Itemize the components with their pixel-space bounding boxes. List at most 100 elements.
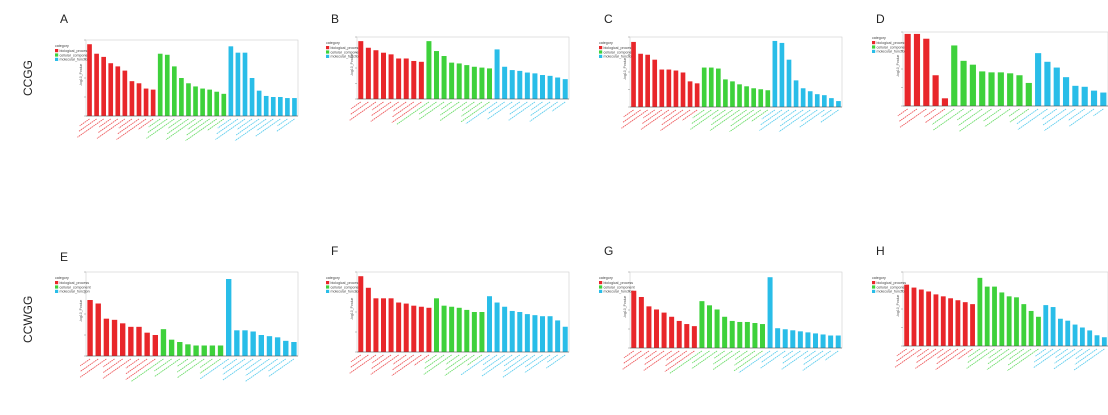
bar-d-cellular-component-7 xyxy=(1007,73,1014,106)
legend-label-biological-process: biological_process xyxy=(331,281,361,285)
legend-label-biological-process: biological_process xyxy=(877,41,907,45)
x-tick-label xyxy=(237,118,253,130)
bar-d-molecular-function-4 xyxy=(1062,77,1070,106)
bar-h-biological-process-1 xyxy=(904,284,910,346)
x-tick-label xyxy=(418,101,445,121)
x-tick-label xyxy=(623,350,642,364)
bar-a-molecular-function-6 xyxy=(263,95,269,116)
x-tick-label xyxy=(691,109,712,125)
bar-c-molecular-function-8 xyxy=(822,95,827,107)
x-tick-label xyxy=(245,358,270,376)
bar-f-biological-process-6 xyxy=(396,302,402,352)
panel-label-d: D xyxy=(876,12,885,26)
x-tick-label xyxy=(643,350,672,371)
legend-label-molecular-function: molecular_function xyxy=(60,58,90,62)
x-tick-label xyxy=(350,101,369,115)
bar-b-molecular-function-2 xyxy=(502,66,508,99)
bar-f-molecular-function-5 xyxy=(517,312,523,352)
bar-e-molecular-function-4 xyxy=(250,331,256,356)
bar-h-molecular-function-5 xyxy=(1072,324,1078,346)
bar-e-cellular-component-1 xyxy=(160,329,167,356)
bar-f-cellular-component-4 xyxy=(456,307,462,352)
x-tick-label xyxy=(508,101,536,121)
x-tick-label xyxy=(419,101,437,115)
x-tick-label xyxy=(245,358,262,371)
x-tick-label xyxy=(821,109,832,118)
x-tick-label xyxy=(392,101,407,112)
legend-swatch-molecular-function xyxy=(55,57,59,61)
panel-label-h: H xyxy=(876,244,885,258)
bar-e-molecular-function-7 xyxy=(274,337,281,356)
legend-title: category xyxy=(55,276,69,280)
x-tick-label xyxy=(235,118,260,136)
bar-a-cellular-component-6 xyxy=(193,86,198,116)
bar-h-molecular-function-9 xyxy=(1101,337,1107,346)
x-tick-label xyxy=(199,358,213,368)
x-tick-label xyxy=(932,108,964,131)
x-tick-label xyxy=(276,118,295,132)
bar-f-biological-process-10 xyxy=(426,307,432,352)
x-tick-label xyxy=(371,101,384,111)
x-tick-label xyxy=(268,358,287,372)
x-tick-label xyxy=(1008,348,1025,360)
chart-panel-g: -log10_Pvalue categorybiological_processc… xyxy=(599,271,843,374)
x-tick-label xyxy=(1007,348,1032,366)
bar-a-molecular-function-2 xyxy=(235,52,241,116)
x-tick-label xyxy=(371,101,392,117)
x-tick-label xyxy=(530,101,551,117)
x-tick-label xyxy=(371,354,392,370)
x-tick-label xyxy=(1073,348,1105,371)
legend-title: category xyxy=(872,276,886,280)
bar-f-cellular-component-1 xyxy=(434,298,439,352)
x-tick-label xyxy=(966,348,995,369)
bar-b-molecular-function-9 xyxy=(555,77,561,99)
bar-d-biological-process-1 xyxy=(904,33,911,106)
x-tick-label xyxy=(621,109,648,129)
bar-c-biological-process-3 xyxy=(645,54,650,107)
chart-panel-e: -log10_Pvalue categorybiological_processc… xyxy=(55,271,299,382)
bar-e-molecular-function-2 xyxy=(234,330,240,356)
x-tick-label xyxy=(662,109,677,120)
bar-d-cellular-component-8 xyxy=(1016,75,1023,106)
x-tick-label xyxy=(460,354,490,376)
bar-h-biological-process-9 xyxy=(962,302,968,346)
bar-g-cellular-component-5 xyxy=(729,320,735,348)
legend-swatch-biological-process xyxy=(599,46,603,50)
bar-g-molecular-function-5 xyxy=(797,331,803,348)
bar-e-cellular-component-3 xyxy=(177,342,183,356)
x-tick-label xyxy=(370,354,399,375)
legend-label-biological-process: biological_process xyxy=(604,281,634,285)
x-tick-label xyxy=(102,358,115,368)
bar-b-cellular-component-8 xyxy=(479,67,485,99)
x-tick-label xyxy=(168,118,182,129)
bar-b-biological-process-7 xyxy=(403,58,409,99)
x-tick-label xyxy=(392,354,407,365)
x-tick-label xyxy=(781,350,809,370)
bar-h-biological-process-10 xyxy=(970,304,975,346)
x-tick-label xyxy=(1054,348,1076,364)
bar-b-biological-process-9 xyxy=(418,61,424,99)
bar-h-cellular-component-8 xyxy=(1028,310,1034,346)
bar-d-molecular-function-8 xyxy=(1100,92,1107,106)
bar-c-molecular-function-5 xyxy=(800,88,806,107)
bar-c-molecular-function-10 xyxy=(836,101,841,107)
bar-f-cellular-component-6 xyxy=(471,312,477,352)
bar-h-molecular-function-8 xyxy=(1094,335,1100,346)
x-tick-label xyxy=(957,108,974,121)
bar-e-molecular-function-1 xyxy=(226,279,232,356)
bar-g-molecular-function-6 xyxy=(805,332,811,348)
x-tick-label xyxy=(1041,108,1058,120)
bar-e-cellular-component-7 xyxy=(209,345,216,356)
x-tick-label xyxy=(131,358,164,382)
y-axis-label: -log10_Pvalue xyxy=(79,300,83,322)
bar-g-cellular-component-7 xyxy=(744,321,750,348)
bar-a-cellular-component-2 xyxy=(164,54,170,116)
bar-h-molecular-function-3 xyxy=(1057,318,1063,346)
legend-swatch-cellular-component xyxy=(55,53,59,57)
x-tick-label xyxy=(1075,348,1090,360)
x-tick-label xyxy=(760,350,786,369)
bar-b-cellular-component-4 xyxy=(449,62,455,99)
x-tick-label xyxy=(481,354,513,377)
bar-c-cellular-component-9 xyxy=(758,89,764,107)
x-tick-label xyxy=(712,109,726,120)
